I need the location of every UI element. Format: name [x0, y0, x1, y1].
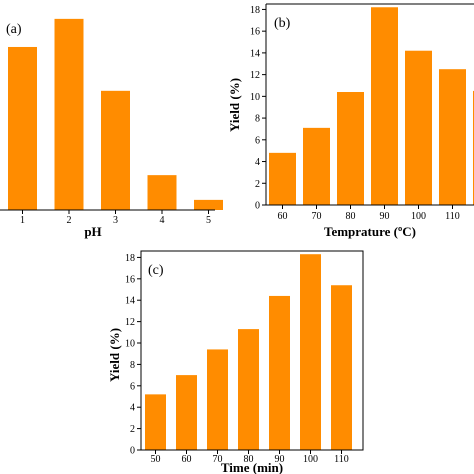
- chart-a-bar-1: [8, 46, 37, 210]
- chart-c-frame: [140, 250, 364, 451]
- chart-c-y-axis-title: Yield (%): [107, 328, 122, 382]
- chart-c-y-tick-label-6: 10: [125, 339, 135, 350]
- chart-c-x-tick-label-3: 70: [213, 454, 223, 465]
- chart-b-y-tick-label-3: 4: [255, 157, 260, 168]
- chart-b-bar-4: [371, 7, 398, 205]
- chart-a-bars: [8, 18, 223, 210]
- chart-c-x-tick-label-5: 90: [275, 454, 285, 465]
- chart-c-y-tick-label-7: 12: [125, 317, 135, 328]
- chart-b-bar-2: [303, 127, 330, 205]
- chart-b-y-tick-label-2: 2: [255, 179, 260, 190]
- chart-c-bar-4: [238, 329, 259, 450]
- chart-c-y-tick-label-2: 2: [130, 424, 135, 435]
- chart-c-bar-3: [207, 349, 228, 450]
- chart-c-x-axis-title: Time (min): [221, 460, 283, 474]
- chart-c-panel-label: (c): [148, 263, 164, 278]
- chart-b-y-tick-label-1: 0: [255, 201, 260, 212]
- chart-c-x-tick-label-1: 50: [151, 454, 161, 465]
- chart-c-y-tick-label-4: 6: [130, 381, 135, 392]
- chart-a-x-tick-label-1: 1: [20, 215, 25, 226]
- chart-b-y-axis-title: Yield (%): [227, 78, 242, 132]
- chart-c-bar-1: [145, 394, 166, 450]
- chart-c-y-tick-label-3: 4: [130, 403, 135, 414]
- chart-c-x-tick-label-4: 80: [244, 454, 254, 465]
- chart-c-x-tick-label-7: 110: [334, 454, 349, 465]
- chart-b-y-tick-label-4: 6: [255, 135, 260, 146]
- chart-a-ticks: 1 2 3 4 5: [20, 210, 211, 226]
- chart-c-y-tick-label-9: 16: [125, 274, 135, 285]
- chart-panel-c: 50 60 70 80 90 100 110 0 2 4 6 8 10 12 14 16 18 (c) Time…: [107, 250, 364, 474]
- chart-b-bar-3: [337, 92, 364, 205]
- chart-a-x-tick-label-3: 3: [113, 215, 118, 226]
- chart-panel-b: 60 70 80 90 100 110 0 2 4 6 8 10 12 14 16 18 (b) Tempra…: [227, 3, 474, 239]
- chart-b-x-axis-title: Temprature (ºC): [324, 224, 416, 239]
- chart-c-bar-6: [300, 254, 321, 450]
- chart-panel-a: 1 2 3 4 5 (a) pH: [0, 18, 223, 239]
- chart-b-bars: [269, 7, 474, 206]
- chart-b-y-tick-label-5: 8: [255, 114, 260, 125]
- chart-b-y-tick-label-10: 18: [250, 5, 260, 16]
- chart-a-x-tick-label-4: 4: [160, 215, 165, 226]
- chart-a-bar-5: [194, 199, 223, 210]
- chart-b-x-tick-label-3: 80: [346, 211, 356, 222]
- chart-b-x-tick-label-5: 100: [411, 211, 426, 222]
- chart-a-bar-4: [147, 175, 177, 210]
- chart-a-x-tick-label-2: 2: [67, 215, 72, 226]
- chart-c-bars: [145, 254, 352, 450]
- chart-a-x-axis-title: pH: [84, 224, 101, 239]
- chart-b-bar-1: [269, 152, 296, 205]
- chart-b-x-tick-label-2: 70: [312, 211, 322, 222]
- chart-b-y-tick-label-9: 16: [250, 27, 260, 38]
- chart-c-y-tick-label-1: 0: [130, 446, 135, 457]
- chart-a-panel-label: (a): [6, 22, 22, 37]
- chart-c-y-tick-label-10: 18: [125, 253, 135, 264]
- chart-b-bar-5: [405, 50, 432, 205]
- chart-b-bar-6: [439, 69, 466, 206]
- chart-a-bar-2: [54, 18, 84, 210]
- chart-b-panel-label: (b): [274, 16, 291, 31]
- chart-a-x-tick-label-5: 5: [206, 215, 211, 226]
- chart-c-x-tick-label-6: 100: [303, 454, 318, 465]
- chart-c-x-tick-label-2: 60: [182, 454, 192, 465]
- chart-c-ticks: 50 60 70 80 90 100 110 0 2 4 6 8 10 12 14 16 18: [125, 253, 349, 465]
- chart-b-x-tick-label-6: 110: [445, 211, 460, 222]
- chart-c-bar-5: [269, 295, 290, 450]
- chart-c-bar-2: [176, 375, 197, 450]
- chart-c-y-tick-label-5: 8: [130, 360, 135, 371]
- chart-c-bar-7: [331, 285, 352, 450]
- chart-b-y-tick-label-8: 14: [250, 48, 260, 59]
- chart-b-x-tick-label-4: 90: [380, 211, 390, 222]
- chart-b-x-tick-label-1: 60: [278, 211, 288, 222]
- chart-b-y-tick-label-6: 10: [250, 92, 260, 103]
- chart-b-y-tick-label-7: 12: [250, 70, 260, 81]
- chart-a-bar-3: [101, 90, 130, 210]
- chart-b-ticks: 60 70 80 90 100 110 0 2 4 6 8 10 12 14 16 18: [250, 5, 460, 222]
- chart-c-y-tick-label-8: 14: [125, 296, 135, 307]
